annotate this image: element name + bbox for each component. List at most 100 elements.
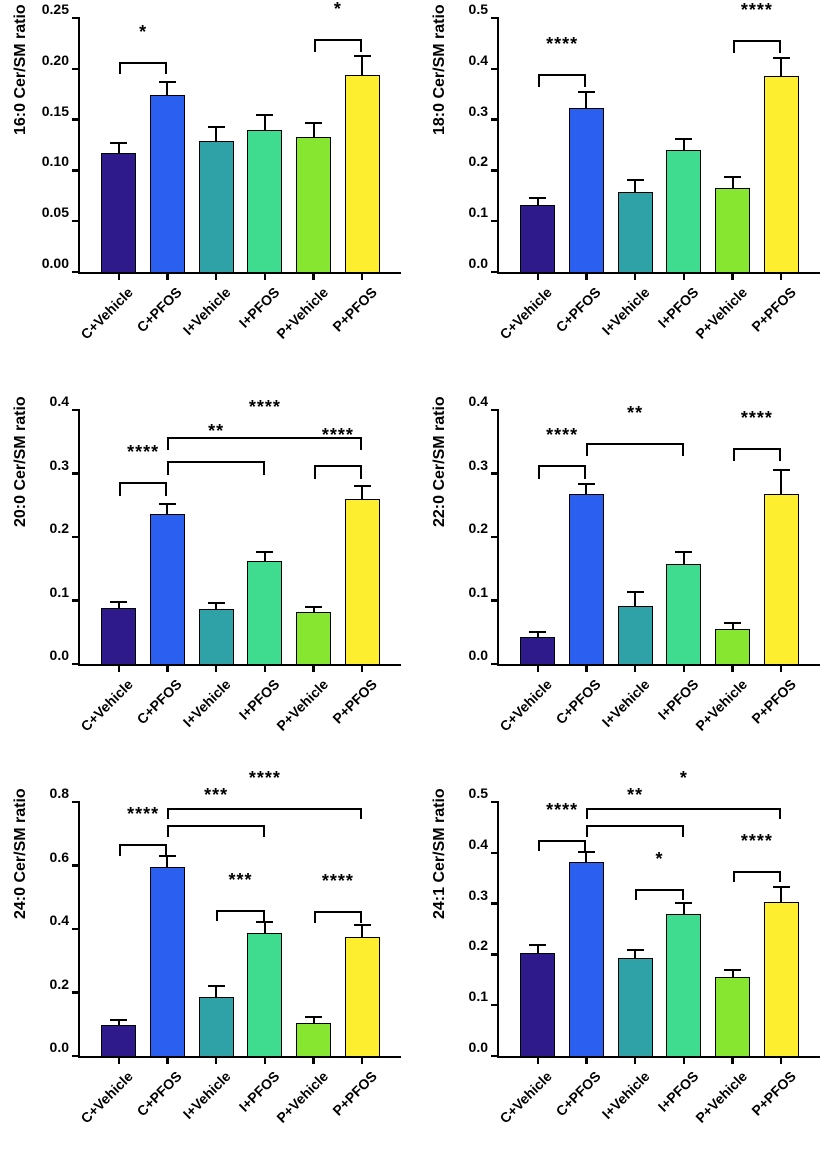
y-tick <box>491 118 499 121</box>
x-tick-label: C+Vehicle <box>78 676 136 734</box>
x-tick <box>585 664 588 672</box>
x-tick-label: C+PFOS <box>134 1068 185 1119</box>
x-tick <box>683 664 686 672</box>
x-tick <box>780 664 783 672</box>
y-tick <box>72 991 80 994</box>
y-tick <box>72 118 80 121</box>
x-tick <box>215 1056 218 1064</box>
y-tick <box>72 68 80 71</box>
y-tick-label: 0.1 <box>469 204 499 220</box>
x-tick-label: I+PFOS <box>654 284 701 331</box>
x-tick-label: P+Vehicle <box>692 284 750 342</box>
bars-container: ********** <box>499 410 820 664</box>
x-tick <box>312 272 315 280</box>
axes-area: 0.000.050.100.150.200.25**C+VehicleC+PFO… <box>78 18 401 274</box>
significance-stars: * <box>334 0 342 20</box>
significance-stars: **** <box>741 408 773 429</box>
x-tick <box>634 664 637 672</box>
x-tick <box>166 272 169 280</box>
x-tick <box>361 664 364 672</box>
y-tick-label: 0.10 <box>42 153 80 169</box>
x-tick-label: I+PFOS <box>654 1068 701 1115</box>
significance-bracket: **** <box>80 802 401 1056</box>
x-tick-label: C+PFOS <box>553 1068 604 1119</box>
x-tick <box>264 272 267 280</box>
x-tick-label: I+Vehicle <box>599 1068 653 1122</box>
y-tick <box>491 409 499 412</box>
y-tick-label: 0.4 <box>469 836 499 852</box>
x-tick-label: P+PFOS <box>329 676 380 727</box>
y-tick <box>72 663 80 666</box>
y-tick-label: 0.2 <box>469 937 499 953</box>
x-tick <box>264 664 267 672</box>
y-tick-label: 0.2 <box>469 153 499 169</box>
y-axis-label: 18:0 Cer/SM ratio <box>431 4 449 135</box>
x-tick-label: C+PFOS <box>553 676 604 727</box>
y-tick <box>491 663 499 666</box>
y-tick <box>72 409 80 412</box>
y-tick <box>72 1055 80 1058</box>
y-tick-label: 0.6 <box>50 849 80 865</box>
y-tick-label: 0.20 <box>42 52 80 68</box>
y-tick-label: 0.5 <box>469 785 499 801</box>
significance-bracket: * <box>499 802 820 1056</box>
x-tick <box>215 272 218 280</box>
y-tick <box>491 852 499 855</box>
y-axis-label: 24:0 Cer/SM ratio <box>12 788 30 919</box>
y-tick <box>491 536 499 539</box>
y-tick-label: 0.2 <box>469 520 499 536</box>
y-tick <box>491 169 499 172</box>
y-tick-label: 0.0 <box>469 255 499 271</box>
bars-container: ************** <box>80 410 401 664</box>
x-tick-label: P+Vehicle <box>273 284 331 342</box>
y-tick-label: 0.3 <box>469 887 499 903</box>
y-tick-label: 0.0 <box>50 1039 80 1055</box>
x-tick-label: C+PFOS <box>553 284 604 335</box>
x-tick <box>683 1056 686 1064</box>
x-tick-label: I+PFOS <box>654 676 701 723</box>
y-tick-label: 0.2 <box>50 976 80 992</box>
significance-bracket: **** <box>499 18 820 272</box>
y-tick-label: 0.3 <box>469 103 499 119</box>
y-tick-label: 0.00 <box>42 255 80 271</box>
x-tick <box>118 272 121 280</box>
x-tick <box>166 664 169 672</box>
y-tick <box>491 902 499 905</box>
y-tick-label: 0.0 <box>469 647 499 663</box>
x-tick <box>537 664 540 672</box>
y-tick <box>491 1055 499 1058</box>
significance-bracket: * <box>80 18 401 272</box>
x-tick <box>537 272 540 280</box>
y-tick-label: 0.05 <box>42 204 80 220</box>
bars-container: ******** <box>499 18 820 272</box>
x-tick-label: I+Vehicle <box>599 676 653 730</box>
x-tick <box>537 1056 540 1064</box>
y-tick <box>491 68 499 71</box>
y-tick-label: 0.0 <box>50 647 80 663</box>
chart-panel-p20_0: 20:0 Cer/SM ratio0.00.10.20.30.4********… <box>10 402 411 774</box>
y-tick <box>72 472 80 475</box>
x-tick-label: C+Vehicle <box>497 676 555 734</box>
x-tick-label: C+PFOS <box>134 676 185 727</box>
x-tick-label: C+Vehicle <box>78 284 136 342</box>
x-tick-label: P+PFOS <box>329 284 380 335</box>
x-tick-label: I+PFOS <box>235 1068 282 1115</box>
y-tick-label: 0.5 <box>469 1 499 17</box>
y-tick <box>72 864 80 867</box>
x-tick-label: C+Vehicle <box>497 284 555 342</box>
x-tick-label: P+PFOS <box>748 1068 799 1119</box>
y-tick <box>491 472 499 475</box>
x-tick <box>731 1056 734 1064</box>
x-tick-label: P+Vehicle <box>273 676 331 734</box>
significance-stars: **** <box>249 768 281 789</box>
x-tick <box>312 1056 315 1064</box>
x-tick-label: C+PFOS <box>134 284 185 335</box>
axes-area: 0.00.10.20.30.40.5********C+VehicleC+PFO… <box>497 18 820 274</box>
x-tick <box>361 1056 364 1064</box>
chart-panel-p24_0: 24:0 Cer/SM ratio0.00.20.40.60.8********… <box>10 794 411 1166</box>
x-tick <box>585 272 588 280</box>
axes-area: 0.00.10.20.30.40.5************C+VehicleC… <box>497 802 820 1058</box>
y-tick <box>491 953 499 956</box>
y-tick-label: 0.3 <box>50 457 80 473</box>
y-tick <box>72 271 80 274</box>
